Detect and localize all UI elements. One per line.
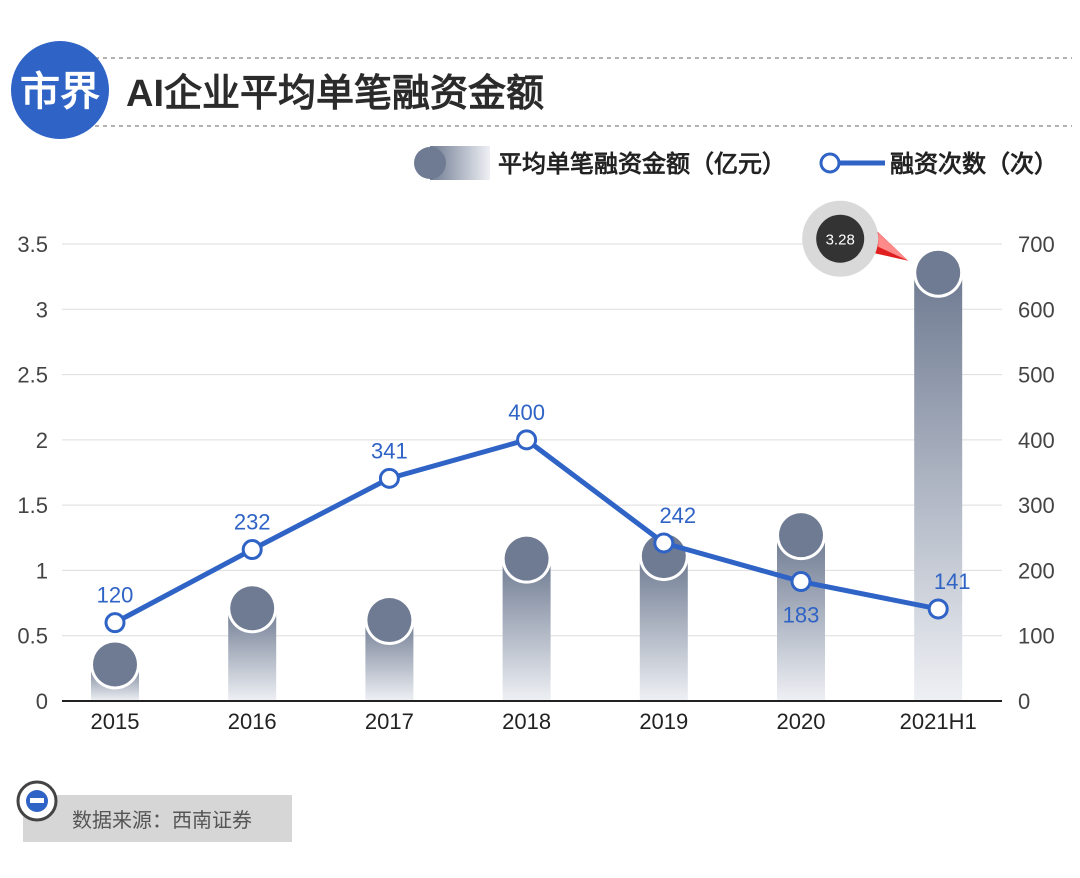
bar-series bbox=[90, 247, 964, 701]
line-data-label: 183 bbox=[783, 603, 820, 628]
bar-cap bbox=[779, 513, 823, 558]
y-left-tick-label: 3 bbox=[36, 297, 48, 322]
line-data-label: 242 bbox=[659, 503, 696, 528]
y-right-tick-label: 600 bbox=[1018, 297, 1055, 322]
callout-arrow bbox=[870, 224, 909, 261]
line-point bbox=[790, 571, 812, 593]
callout-arrow-highlight bbox=[878, 232, 909, 261]
bar-cap bbox=[916, 250, 961, 295]
bar-cap bbox=[504, 536, 549, 581]
legend-line-marker bbox=[819, 152, 841, 174]
x-tick-label: 2020 bbox=[777, 709, 826, 734]
legend-bar-swatch-cap bbox=[414, 147, 446, 179]
bar-cap bbox=[93, 642, 137, 687]
y-right-tick-label: 400 bbox=[1018, 428, 1055, 453]
x-tick-label: 2021H1 bbox=[900, 709, 977, 734]
line-data-label: 232 bbox=[234, 510, 271, 535]
line-data-label: 341 bbox=[371, 438, 408, 463]
y-axis-right: 0 100 200 300 400 500 600 700 bbox=[1018, 232, 1055, 714]
y-left-tick-label: 2.5 bbox=[17, 363, 48, 388]
y-right-tick-label: 200 bbox=[1018, 558, 1055, 583]
line-point bbox=[104, 612, 126, 634]
callout-disc bbox=[816, 214, 865, 263]
y-right-tick-label: 500 bbox=[1018, 363, 1055, 388]
line-point bbox=[653, 532, 675, 554]
y-left-tick-label: 0.5 bbox=[17, 624, 48, 649]
x-axis-labels: 2015 2016 2017 2018 2019 2020 2021H1 bbox=[91, 709, 977, 734]
y-left-tick-label: 0 bbox=[36, 689, 48, 714]
line-data-label: 400 bbox=[508, 400, 545, 425]
logo-text: 市界 bbox=[20, 70, 100, 114]
x-tick-label: 2019 bbox=[639, 709, 688, 734]
line-series: 120 232 341 400 242 183 141 bbox=[97, 400, 971, 634]
y-right-tick-label: 0 bbox=[1018, 689, 1030, 714]
bar-cap bbox=[230, 586, 275, 631]
x-tick-label: 2016 bbox=[228, 709, 277, 734]
y-axis-left: 0 0.5 1 1.5 2 2.5 3 3.5 bbox=[17, 232, 48, 714]
page-title: AI企业平均单笔融资金额 bbox=[126, 72, 544, 115]
x-tick-label: 2015 bbox=[91, 709, 140, 734]
source-box bbox=[23, 795, 292, 842]
y-left-tick-label: 3.5 bbox=[17, 232, 48, 257]
y-left-tick-label: 1 bbox=[36, 558, 48, 583]
line-point bbox=[927, 598, 949, 620]
line-data-label: 141 bbox=[934, 569, 971, 594]
peak-callout: 3.28 bbox=[802, 200, 909, 277]
y-right-tick-label: 100 bbox=[1018, 624, 1055, 649]
y-left-tick-label: 1.5 bbox=[17, 493, 48, 518]
line-point bbox=[241, 539, 263, 561]
y-right-tick-label: 300 bbox=[1018, 493, 1055, 518]
line-point bbox=[378, 467, 400, 489]
legend: 平均单笔融资金额（亿元） 融资次数（次） bbox=[414, 146, 1058, 180]
callout-value: 3.28 bbox=[826, 232, 855, 249]
legend-line-label: 融资次数（次） bbox=[890, 151, 1058, 178]
bar-cap bbox=[367, 598, 412, 643]
x-tick-label: 2018 bbox=[502, 709, 551, 734]
bar bbox=[777, 535, 825, 701]
minus-icon bbox=[30, 798, 44, 803]
source-text: 数据来源：西南证券 bbox=[72, 809, 252, 832]
legend-bar-label: 平均单笔融资金额（亿元） bbox=[498, 150, 786, 178]
line-data-label: 120 bbox=[97, 583, 134, 608]
y-right-tick-label: 700 bbox=[1018, 232, 1055, 257]
bar bbox=[914, 272, 963, 701]
line-point bbox=[516, 429, 538, 451]
x-tick-label: 2017 bbox=[365, 709, 414, 734]
y-left-tick-label: 2 bbox=[36, 428, 48, 453]
logo-badge bbox=[11, 41, 109, 139]
